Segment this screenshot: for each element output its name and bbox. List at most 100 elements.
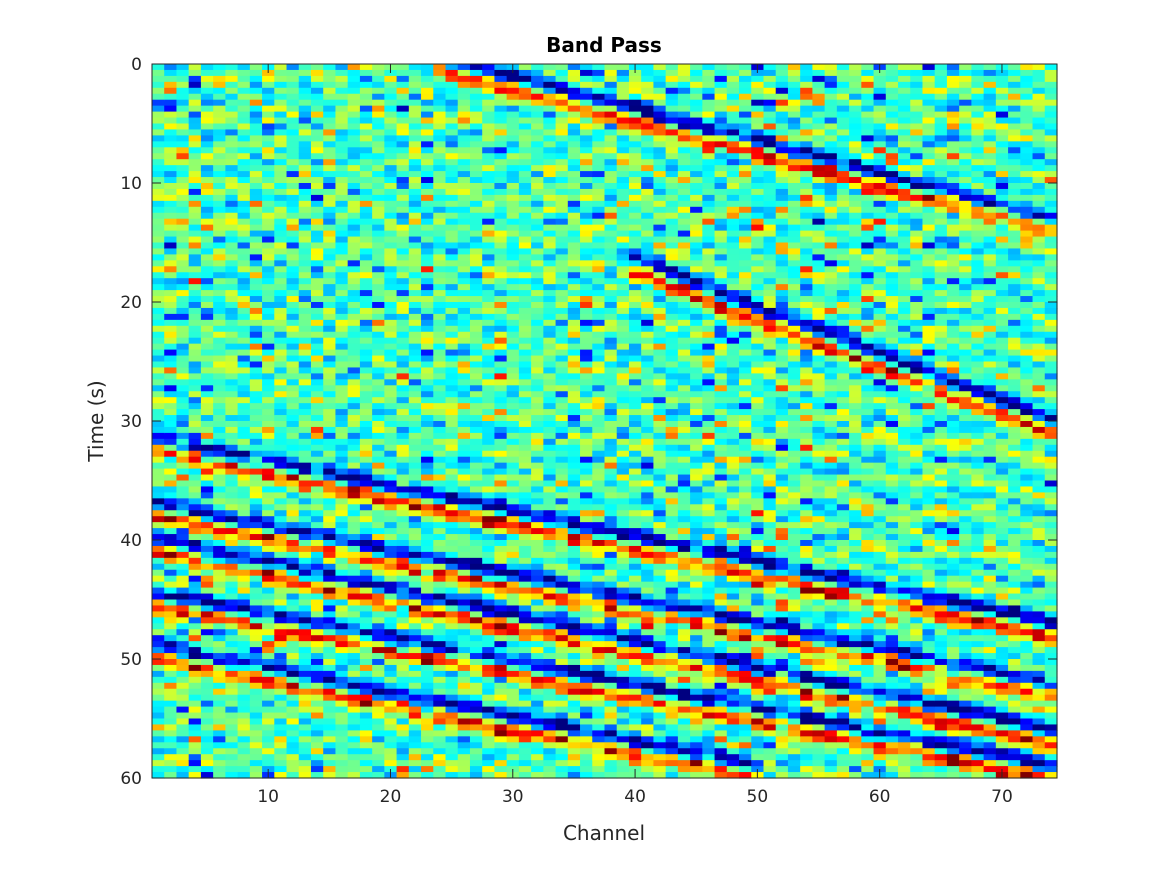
- heatmap-cell: [298, 183, 312, 190]
- heatmap-cell: [347, 444, 361, 452]
- heatmap-cell: [372, 528, 385, 535]
- heatmap-cell: [445, 456, 459, 464]
- heatmap-cell: [396, 766, 410, 773]
- heatmap-cell: [274, 337, 288, 345]
- heatmap-cell: [469, 712, 483, 720]
- heatmap-cell: [518, 177, 532, 184]
- heatmap-cell: [421, 486, 434, 493]
- heatmap-cell: [298, 307, 312, 315]
- heatmap-cell: [592, 171, 606, 178]
- heatmap-cell: [518, 426, 532, 434]
- heatmap-cell: [628, 123, 642, 131]
- heatmap-cell: [580, 730, 593, 737]
- heatmap-cell: [164, 313, 178, 321]
- heatmap-cell: [188, 379, 202, 386]
- heatmap-cell: [225, 147, 239, 154]
- heatmap-cell: [188, 135, 202, 142]
- heatmap-cell: [359, 659, 373, 666]
- heatmap-cell: [298, 760, 312, 767]
- heatmap-cell: [555, 653, 569, 660]
- heatmap-cell: [494, 337, 508, 345]
- heatmap-cell: [408, 742, 422, 749]
- heatmap-cell: [176, 456, 190, 464]
- heatmap-cell: [323, 563, 337, 571]
- heatmap-cell: [506, 278, 520, 285]
- heatmap-cell: [347, 617, 361, 624]
- heatmap-cell: [592, 331, 606, 339]
- heatmap-cell: [469, 391, 483, 398]
- heatmap-cell: [653, 159, 667, 166]
- heatmap-cell: [262, 736, 275, 743]
- heatmap-cell: [604, 343, 618, 351]
- heatmap-cell: [225, 474, 239, 482]
- heatmap-cell: [421, 313, 434, 321]
- heatmap-cell: [359, 313, 373, 321]
- heatmap-cell: [213, 551, 226, 559]
- heatmap-cell: [567, 635, 581, 642]
- heatmap-cell: [188, 307, 202, 315]
- heatmap-cell: [445, 69, 459, 77]
- heatmap-cell: [396, 676, 410, 684]
- heatmap-cell: [592, 760, 606, 767]
- heatmap-cell: [188, 736, 202, 743]
- heatmap-cell: [641, 325, 655, 333]
- heatmap-cell: [518, 337, 532, 345]
- heatmap-cell: [604, 486, 618, 493]
- heatmap-cell: [616, 93, 630, 101]
- heatmap-cell: [237, 349, 251, 357]
- heatmap-cell: [347, 141, 361, 148]
- heatmap-cell: [506, 153, 520, 160]
- heatmap-cell: [237, 105, 251, 113]
- heatmap-cell: [518, 444, 532, 452]
- heatmap-cell: [641, 194, 655, 202]
- heatmap-cell: [359, 754, 373, 761]
- heatmap-cell: [359, 93, 373, 101]
- heatmap-cell: [457, 492, 471, 499]
- heatmap-cell: [531, 212, 544, 220]
- heatmap-cell: [531, 653, 544, 660]
- heatmap-cell: [274, 748, 288, 755]
- heatmap-cell: [653, 462, 667, 470]
- heatmap-cell: [421, 629, 434, 636]
- heatmap-cell: [225, 516, 239, 523]
- heatmap-cell: [641, 498, 655, 505]
- heatmap-cell: [188, 93, 202, 101]
- heatmap-cell: [225, 712, 239, 720]
- heatmap-cell: [421, 242, 434, 250]
- heatmap-cell: [445, 712, 459, 720]
- heatmap-cell: [298, 415, 312, 422]
- heatmap-cell: [396, 635, 410, 642]
- heatmap-cell: [286, 635, 300, 642]
- heatmap-cell: [323, 748, 337, 755]
- heatmap-cell: [408, 188, 422, 196]
- heatmap-cell: [213, 385, 226, 392]
- heatmap-cell: [262, 117, 275, 125]
- heatmap-cell: [176, 557, 190, 565]
- heatmap-cell: [262, 551, 275, 559]
- heatmap-cell: [616, 551, 630, 559]
- heatmap-cell: [249, 569, 263, 577]
- heatmap-cell: [225, 224, 239, 232]
- heatmap-cell: [335, 129, 349, 136]
- heatmap-cell: [604, 528, 618, 535]
- heatmap-cell: [335, 444, 349, 452]
- heatmap-cell: [359, 664, 373, 672]
- heatmap-cell: [543, 504, 557, 511]
- heatmap-cell: [347, 647, 361, 654]
- heatmap-cell: [457, 93, 471, 101]
- heatmap-cell: [433, 462, 447, 470]
- heatmap-cell: [262, 647, 275, 654]
- heatmap-cell: [469, 409, 483, 416]
- heatmap-cell: [213, 361, 226, 369]
- heatmap-cell: [482, 754, 496, 761]
- heatmap-cell: [555, 438, 569, 446]
- heatmap-cell: [518, 379, 532, 386]
- heatmap-cell: [274, 242, 288, 250]
- heatmap-cell: [152, 135, 165, 142]
- heatmap-cell: [384, 563, 398, 571]
- heatmap-cell: [543, 242, 557, 250]
- heatmap-cell: [237, 545, 251, 553]
- heatmap-cell: [176, 278, 190, 285]
- heatmap-cell: [604, 272, 618, 279]
- heatmap-cell: [359, 498, 373, 505]
